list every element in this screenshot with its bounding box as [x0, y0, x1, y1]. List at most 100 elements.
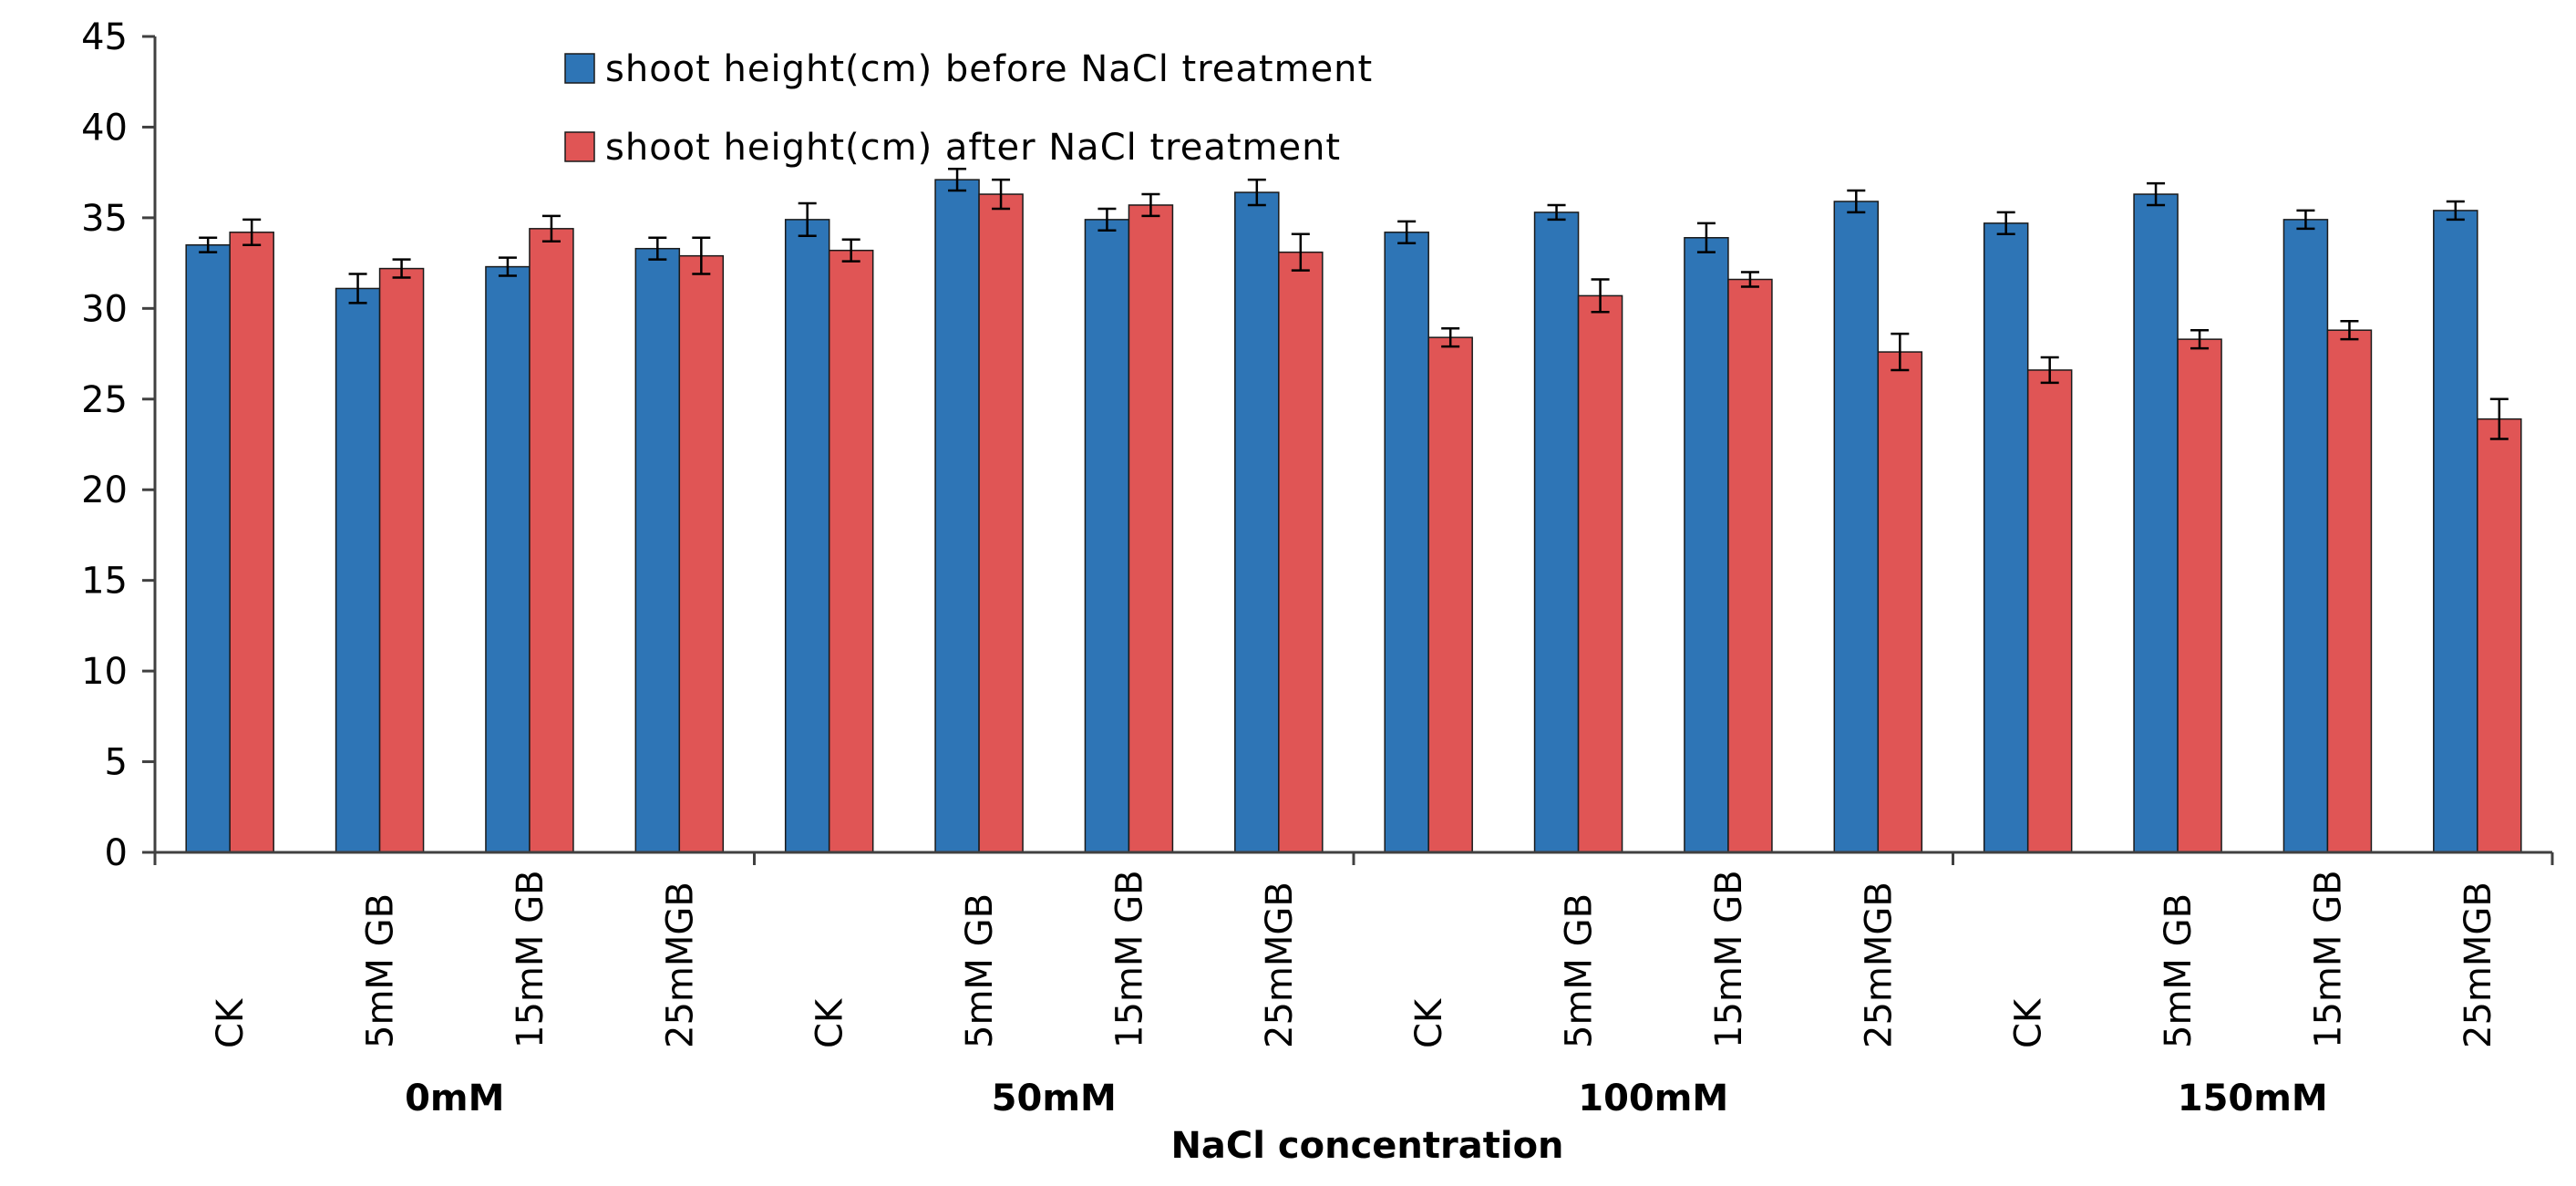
x-category-label: 25mMGB — [1858, 882, 1900, 1048]
bar-before-8 — [1384, 232, 1429, 853]
error-bar-before-12 — [1996, 211, 2015, 236]
bar-after-9 — [1577, 294, 1623, 853]
bar-before-10 — [1684, 237, 1729, 853]
x-category-label: CK — [809, 997, 851, 1048]
x-category-label: 15mM GB — [2307, 870, 2349, 1048]
bar-before-4 — [784, 219, 830, 853]
y-tick-label: 15 — [81, 561, 128, 603]
legend-swatch — [564, 131, 595, 162]
y-tick-label: 20 — [81, 469, 128, 511]
y-tick-label: 5 — [105, 742, 128, 784]
bar-before-7 — [1234, 191, 1280, 853]
error-bar-after-2 — [541, 214, 561, 242]
x-category-label: 15mM GB — [510, 870, 551, 1048]
error-bar-after-15 — [2489, 397, 2509, 440]
bar-before-14 — [2282, 219, 2329, 853]
bar-before-3 — [634, 247, 681, 853]
bar-before-1 — [335, 287, 381, 853]
bar-after-15 — [2477, 418, 2522, 853]
x-category-label: CK — [2008, 997, 2050, 1048]
axes-layer: 0 5 10 15 20 25 30 35 40 45 CK 5mM GB 15mM GB 25mMGB C… — [81, 16, 2554, 1119]
bar-after-2 — [529, 228, 574, 853]
bar-after-6 — [1128, 204, 1174, 853]
error-bar-after-13 — [2190, 328, 2210, 350]
bar-after-0 — [229, 232, 274, 853]
bar-after-11 — [1877, 351, 1923, 853]
bar-after-12 — [2026, 369, 2073, 853]
legend: shoot height(cm) before NaCl treatment sh… — [564, 48, 1373, 169]
y-tick-label: 25 — [81, 379, 128, 421]
x-category-label: 5mM GB — [2158, 893, 2200, 1048]
error-bar-before-5 — [948, 167, 967, 192]
y-tick-label: 30 — [81, 288, 128, 330]
x-group-label: 100mM — [1578, 1078, 1728, 1119]
error-bar-after-1 — [392, 258, 411, 279]
y-tick-label: 45 — [81, 16, 128, 58]
x-category-label: 25mMGB — [1259, 882, 1301, 1048]
error-bar-after-8 — [1441, 326, 1460, 348]
x-category-label: 25mMGB — [659, 882, 701, 1048]
error-bar-after-7 — [1291, 232, 1310, 272]
y-tick-label: 10 — [81, 651, 128, 693]
error-bar-before-9 — [1547, 203, 1566, 222]
error-bar-before-6 — [1097, 207, 1117, 232]
x-group-label: 50mM — [992, 1078, 1117, 1119]
bar-after-10 — [1727, 278, 1773, 853]
legend-swatch — [564, 53, 595, 84]
bar-before-9 — [1533, 211, 1580, 853]
error-bar-before-7 — [1247, 178, 1266, 207]
error-bar-after-14 — [2340, 320, 2359, 341]
error-bar-before-3 — [648, 236, 667, 261]
bar-before-15 — [2433, 210, 2478, 853]
bar-before-12 — [1983, 222, 2029, 853]
bar-after-4 — [828, 249, 874, 853]
y-tick-label: 40 — [81, 107, 128, 149]
error-bar-before-4 — [798, 201, 817, 238]
bar-after-5 — [978, 193, 1024, 853]
error-bar-before-10 — [1696, 222, 1716, 253]
bar-after-13 — [2177, 338, 2222, 853]
bar-before-11 — [1833, 201, 1880, 853]
bar-after-8 — [1427, 336, 1473, 853]
y-tick-label: 35 — [81, 198, 128, 240]
legend-label: shoot height(cm) before NaCl treatment — [605, 48, 1373, 90]
error-bar-before-14 — [2296, 209, 2315, 231]
error-bar-after-6 — [1141, 192, 1160, 218]
x-category-label: 15mM GB — [1708, 870, 1750, 1048]
error-bar-after-12 — [2040, 356, 2059, 385]
bar-before-13 — [2133, 193, 2179, 853]
bar-before-2 — [485, 265, 531, 853]
error-bar-before-8 — [1397, 220, 1417, 244]
x-group-label: 0mM — [405, 1078, 504, 1119]
error-bar-after-9 — [1591, 278, 1610, 314]
error-bar-after-0 — [242, 218, 262, 246]
error-bar-after-10 — [1740, 271, 1759, 288]
error-bar-before-13 — [2147, 181, 2166, 207]
x-category-label: 5mM GB — [959, 893, 1001, 1048]
bar-after-7 — [1278, 251, 1324, 853]
x-category-label: CK — [210, 997, 252, 1048]
bar-before-6 — [1084, 219, 1130, 853]
bar-before-5 — [934, 179, 980, 853]
error-bars-layer — [199, 167, 2509, 440]
error-bar-after-11 — [1891, 332, 1910, 372]
bar-before-0 — [185, 243, 231, 853]
error-bar-before-0 — [199, 236, 218, 253]
x-axis-title: NaCl concentration — [1170, 1125, 1563, 1167]
error-bar-after-4 — [841, 238, 860, 263]
x-category-label: 25mMGB — [2458, 882, 2499, 1048]
bar-after-14 — [2326, 329, 2373, 853]
bar-after-3 — [678, 254, 725, 853]
x-category-label: 5mM GB — [360, 893, 402, 1048]
error-bar-before-2 — [498, 256, 517, 277]
error-bar-before-11 — [1847, 189, 1866, 214]
legend-label: shoot height(cm) after NaCl treatment — [605, 127, 1341, 169]
x-category-label: CK — [1408, 997, 1450, 1048]
y-tick-label: 0 — [105, 832, 128, 874]
bars-layer — [185, 179, 2522, 853]
x-category-label: 15mM GB — [1108, 870, 1150, 1048]
x-group-label: 150mM — [2178, 1078, 2328, 1119]
error-bar-before-1 — [348, 273, 367, 304]
x-category-label: 5mM GB — [1559, 893, 1601, 1048]
